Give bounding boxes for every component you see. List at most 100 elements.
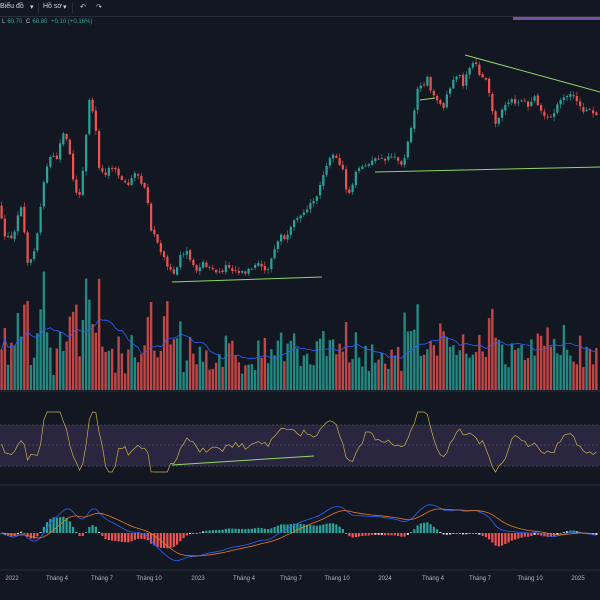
macd-histogram-bar bbox=[468, 533, 471, 534]
candle-body bbox=[530, 101, 533, 107]
candle-body bbox=[556, 104, 559, 113]
macd-histogram-bar bbox=[540, 533, 543, 536]
trendline bbox=[171, 276, 323, 283]
volume-bar bbox=[153, 350, 156, 390]
volume-bar bbox=[585, 346, 588, 390]
trendline bbox=[419, 97, 436, 101]
macd-histogram-bar bbox=[484, 533, 487, 538]
macd-histogram-bar bbox=[478, 533, 481, 535]
redo-icon[interactable]: ↷ bbox=[96, 4, 102, 11]
candle-body bbox=[439, 100, 442, 104]
macd-histogram-bar bbox=[254, 528, 257, 533]
volume-bar bbox=[341, 351, 345, 390]
trendline bbox=[374, 166, 600, 173]
volume-bar bbox=[432, 345, 436, 390]
volume-bar bbox=[205, 350, 208, 390]
volume-bar bbox=[234, 354, 237, 390]
candle-body bbox=[371, 160, 374, 165]
toolbar-chart-menu[interactable]: Biểu đồ bbox=[0, 3, 24, 10]
macd-histogram-bar bbox=[445, 533, 448, 535]
candle-body bbox=[312, 201, 315, 204]
volume-bar bbox=[221, 366, 224, 390]
volume-bar bbox=[65, 341, 68, 390]
volume-bar bbox=[257, 340, 260, 390]
volume-bar bbox=[383, 363, 387, 390]
macd-histogram-bar bbox=[94, 526, 97, 533]
volume-bar bbox=[208, 369, 211, 390]
macd-histogram-bar bbox=[55, 517, 58, 533]
x-axis-tick-label: 2024 bbox=[378, 576, 392, 582]
macd-histogram-bar bbox=[289, 524, 292, 533]
volume-bar bbox=[91, 323, 94, 390]
macd-histogram-bar bbox=[501, 533, 504, 546]
volume-bar bbox=[377, 359, 380, 390]
volume-bar bbox=[435, 355, 439, 390]
x-axis-tick-label: Tháng 7 bbox=[280, 576, 303, 582]
macd-histogram-bar bbox=[507, 533, 510, 543]
candle-body bbox=[348, 189, 351, 193]
candle-body bbox=[462, 74, 465, 86]
macd-histogram-bar bbox=[384, 533, 387, 536]
candle-body bbox=[254, 264, 257, 268]
macd-histogram-bar bbox=[452, 533, 455, 534]
chevron-down-icon[interactable]: ▾ bbox=[63, 4, 67, 11]
macd-histogram-bar bbox=[163, 533, 166, 549]
volume-bar bbox=[419, 355, 423, 390]
volume-bar bbox=[289, 340, 293, 390]
low-label: L bbox=[2, 19, 6, 25]
candle-body bbox=[250, 268, 253, 270]
candle-body bbox=[296, 218, 299, 220]
undo-icon[interactable]: ↶ bbox=[80, 4, 86, 11]
candle-body bbox=[367, 164, 370, 166]
macd-histogram-bar bbox=[169, 533, 172, 548]
macd-histogram-bar bbox=[124, 533, 127, 543]
candle-body bbox=[156, 234, 159, 243]
volume-bar bbox=[195, 364, 198, 390]
toolbar-separator bbox=[72, 3, 73, 13]
trendlines[interactable] bbox=[171, 54, 600, 466]
volume-bar bbox=[94, 332, 98, 390]
volume-bar bbox=[361, 366, 364, 390]
volume-bar bbox=[468, 357, 471, 390]
toolbar-profile-menu[interactable]: Hồ sơ bbox=[43, 3, 62, 10]
volume-bar bbox=[559, 355, 562, 390]
macd-histogram-bar bbox=[335, 524, 338, 533]
volume-bar bbox=[13, 345, 16, 390]
volume-bar bbox=[413, 329, 416, 390]
candle-body bbox=[130, 178, 133, 185]
macd-histogram-bar bbox=[566, 531, 569, 533]
volume-bar bbox=[146, 317, 150, 390]
macd-histogram-bar bbox=[20, 531, 23, 533]
macd-histogram-bar bbox=[390, 533, 393, 536]
macd-histogram-bar bbox=[455, 533, 458, 534]
macd-histogram-bar bbox=[491, 533, 494, 543]
volume-bar bbox=[578, 335, 582, 390]
volume-bar bbox=[117, 336, 120, 390]
candle-body bbox=[59, 143, 62, 160]
volume-bar bbox=[338, 343, 341, 390]
candle-body bbox=[332, 154, 335, 159]
macd-histogram-bar bbox=[514, 533, 517, 540]
macd-histogram-bar bbox=[397, 533, 400, 536]
candle-body bbox=[114, 167, 117, 170]
volume-bar bbox=[0, 349, 3, 390]
macd-histogram-bar bbox=[371, 533, 374, 536]
macd-histogram-bar bbox=[393, 533, 396, 536]
volume-bar bbox=[88, 299, 91, 390]
macd-histogram-bar bbox=[231, 528, 234, 533]
volume-bar bbox=[42, 271, 46, 390]
macd-histogram-bar bbox=[208, 530, 211, 533]
candle-body bbox=[455, 76, 458, 80]
candle-body bbox=[484, 78, 487, 80]
candle-body bbox=[29, 259, 32, 263]
candle-body bbox=[62, 133, 65, 145]
volume-bar bbox=[6, 364, 10, 390]
macd-histogram-bar bbox=[403, 533, 406, 537]
volume-bars bbox=[0, 271, 598, 390]
candle-body bbox=[42, 182, 45, 207]
candle-body bbox=[377, 158, 380, 160]
macd-histogram-bar bbox=[354, 533, 357, 538]
chevron-down-icon[interactable]: ▾ bbox=[30, 4, 34, 11]
volume-bar bbox=[283, 361, 286, 390]
